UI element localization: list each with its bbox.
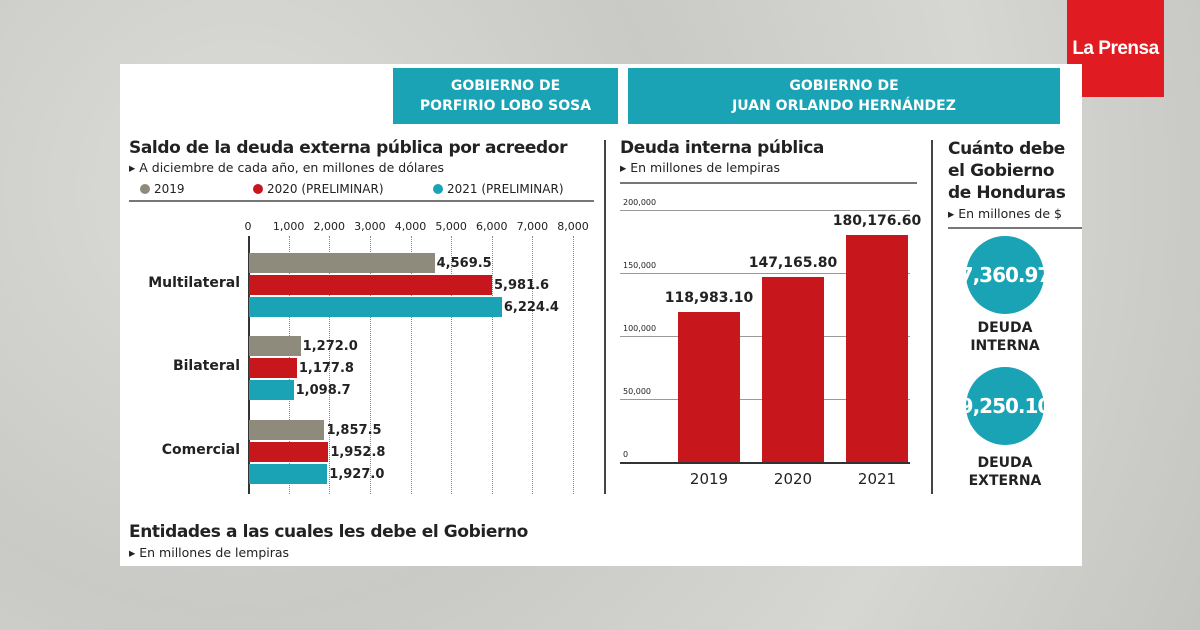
subtitle-text: En millones de lempiras (630, 160, 781, 175)
subtitle-text: En millones de $ (958, 206, 1062, 221)
header-joh: GOBIERNO DE JUAN ORLANDO HERNÁNDEZ (628, 68, 1060, 124)
header-line: GOBIERNO DE (450, 78, 561, 94)
subtitle-text: En millones de lempiras (139, 545, 290, 560)
column-value-label: 118,983.10 (664, 290, 754, 307)
gridline (369, 236, 371, 494)
label-line: INTERNA (970, 338, 1040, 354)
header-line: PORFIRIO LOBO SOSA (419, 98, 592, 114)
bar-value-label: 4,569.5 (436, 256, 492, 271)
legend-label: 2020 (PRELIMINAR) (267, 182, 384, 196)
column-2021 (846, 234, 908, 462)
x-tick-label: 4,000 (394, 220, 427, 233)
internal-debt-title: Deuda interna pública (620, 138, 825, 158)
legend-dot (433, 184, 443, 194)
external-debt-subtitle: ▸ A diciembre de cada año, en millones d… (129, 160, 445, 175)
divider (948, 227, 1082, 229)
gridline (620, 273, 910, 274)
column-value-label: 147,165.80 (748, 254, 838, 271)
bar-value-label: 1,927.0 (329, 467, 385, 482)
column-2019 (678, 312, 740, 462)
divider (931, 140, 933, 494)
internal-debt-circle: 7,360.97 (960, 236, 1051, 314)
gridline (573, 236, 574, 494)
divider (129, 200, 594, 202)
axis-line (620, 462, 910, 464)
external-debt-label: DEUDA EXTERNA (960, 454, 1050, 490)
legend-2020: 2020 (PRELIMINAR) (253, 182, 384, 196)
divider (620, 182, 917, 184)
bar-value-label: 1,857.5 (326, 423, 382, 438)
gridline (532, 236, 534, 494)
bar-value-label: 1,098.7 (295, 383, 351, 398)
label-line: EXTERNA (968, 473, 1042, 489)
header-line: JUAN ORLANDO HERNÁNDEZ (732, 98, 956, 114)
infographic: GOBIERNO DE PORFIRIO LOBO SOSA GOBIERNO … (120, 64, 1082, 566)
subtitle-text: A diciembre de cada año, en millones de … (139, 160, 445, 175)
legend-label: 2021 (PRELIMINAR) (447, 182, 564, 196)
x-tick-label: 2019 (689, 470, 729, 488)
bar-value-label: 6,224.4 (503, 300, 559, 315)
bar-2021 (249, 380, 294, 400)
title-line: Cuánto debe (948, 139, 1065, 159)
bar-value-label: 5,981.6 (494, 278, 550, 293)
y-tick-label: 0 (623, 450, 629, 459)
x-tick-label: 2020 (773, 470, 813, 488)
entities-subtitle: ▸ En millones de lempiras (129, 545, 290, 560)
bar-value-label: 1,272.0 (302, 339, 358, 354)
x-tick-label: 6,000 (476, 220, 508, 233)
gridline (620, 210, 910, 211)
x-tick-label: 3,000 (354, 220, 386, 233)
bar-2021 (249, 464, 328, 484)
y-tick-label: 50,000 (623, 387, 651, 396)
bar-2020 (249, 358, 297, 378)
la-prensa-logo[interactable]: La Prensa (1067, 0, 1164, 97)
gridline (329, 236, 331, 494)
label-line: DEUDA (977, 320, 1033, 336)
title-line: el Gobierno (948, 161, 1055, 181)
bar-value-label: 1,952.8 (330, 445, 386, 460)
gridline (491, 236, 493, 494)
bar-2019 (249, 336, 301, 356)
y-tick-label: 200,000 (623, 198, 657, 207)
internal-debt-subtitle: ▸ En millones de lempiras (620, 160, 781, 175)
entities-title: Entidades a las cuales les debe el Gobie… (129, 522, 528, 542)
y-tick-label: 150,000 (623, 261, 657, 270)
header-lobo: GOBIERNO DE PORFIRIO LOBO SOSA (393, 68, 618, 124)
external-debt-circle: 9,250.10 (960, 367, 1051, 445)
legend-dot (253, 184, 263, 194)
legend-label: 2019 (154, 182, 185, 196)
bar-2021 (249, 297, 502, 317)
y-tick-label: 100,000 (623, 324, 657, 333)
summary-subtitle: ▸ En millones de $ (948, 206, 1062, 221)
summary-title: Cuánto debe el Gobierno de Honduras (948, 138, 1066, 204)
x-tick-label: 7,000 (516, 220, 549, 233)
bar-2019 (249, 253, 435, 273)
bar-2020 (249, 442, 329, 462)
bar-value-label: 1,177.8 (298, 361, 354, 376)
divider (604, 140, 606, 494)
column-value-label: 180,176.60 (832, 212, 922, 229)
legend-dot (140, 184, 150, 194)
label-line: DEUDA (977, 455, 1033, 471)
category-label: Comercial (161, 442, 240, 458)
x-tick-label: 2,000 (313, 220, 346, 233)
x-tick-label: 5,000 (435, 220, 467, 233)
x-tick-label: 0 (244, 220, 252, 233)
column-2020 (762, 276, 824, 462)
bar-2019 (249, 420, 325, 440)
internal-debt-label: DEUDA INTERNA (960, 319, 1050, 355)
x-tick-label: 1,000 (272, 220, 305, 233)
x-tick-label: 8,000 (557, 220, 589, 233)
bar-2020 (249, 275, 492, 295)
legend-2019: 2019 (140, 182, 185, 196)
category-label: Multilateral (148, 275, 240, 291)
gridline (410, 236, 412, 494)
category-label: Bilateral (172, 358, 240, 374)
legend-2021: 2021 (PRELIMINAR) (433, 182, 564, 196)
x-tick-label: 2021 (857, 470, 897, 488)
external-debt-title: Saldo de la deuda externa pública por ac… (129, 138, 568, 158)
gridline (451, 236, 453, 494)
header-line: GOBIERNO DE (789, 78, 899, 94)
title-line: de Honduras (948, 183, 1066, 203)
